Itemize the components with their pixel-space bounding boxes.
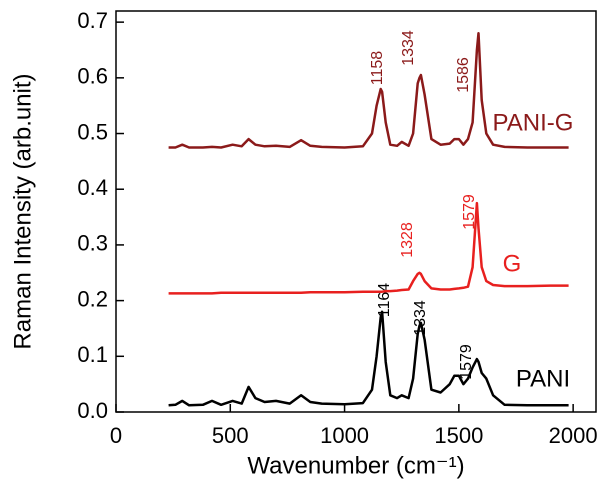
x-tick-label: 1500: [434, 423, 483, 448]
peak-label: 1579: [461, 194, 478, 230]
y-tick-label: 0.6: [77, 64, 108, 89]
peak-label: 1334: [412, 300, 429, 336]
series-line: [168, 310, 569, 407]
x-tick-label: 0: [110, 423, 122, 448]
peak-label: 1586: [455, 57, 472, 93]
y-tick-label: 0.1: [77, 342, 108, 367]
x-axis-label: Wavenumber (cm⁻¹): [247, 452, 464, 479]
y-tick-label: 0.5: [77, 119, 108, 144]
peak-label: 1158: [369, 51, 386, 86]
y-axis-label: Raman Intensity (arb.unit): [9, 73, 36, 349]
x-tick-label: 1000: [320, 423, 369, 448]
x-tick-label: 500: [212, 423, 249, 448]
peak-label: 1334: [400, 30, 417, 66]
series-line: [168, 32, 569, 149]
plot-frame: [115, 10, 597, 413]
y-tick-label: 0.4: [77, 175, 108, 200]
peak-label: 1164: [376, 283, 393, 318]
series-label: PANI: [516, 365, 570, 392]
y-tick-label: 0.7: [77, 8, 108, 33]
peak-label: 1579: [458, 344, 475, 380]
series-label: PANI-G: [493, 109, 574, 136]
y-tick-label: 0.2: [77, 286, 108, 311]
y-tick-label: 0.0: [77, 398, 108, 423]
peak-label: 1328: [399, 222, 416, 258]
y-tick-label: 0.3: [77, 231, 108, 256]
series-line: [168, 201, 569, 295]
series-label: G: [503, 250, 522, 277]
x-tick-label: 2000: [549, 423, 598, 448]
